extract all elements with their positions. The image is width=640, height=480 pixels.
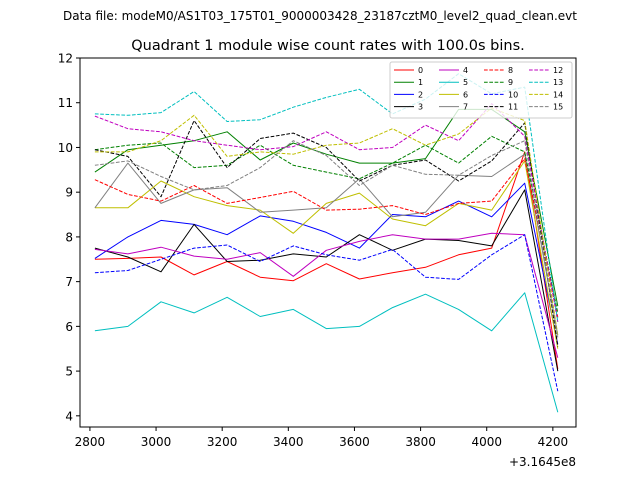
x-tick-label: 3200: [207, 435, 238, 449]
legend-label-5: 5: [463, 78, 468, 87]
legend-label-0: 0: [418, 66, 423, 75]
x-tick-label: 4200: [538, 435, 569, 449]
x-tick-label: 3000: [141, 435, 172, 449]
series-line-15: [94, 140, 559, 338]
series-layer: [94, 73, 559, 413]
series-line-11: [94, 120, 559, 347]
y-tick-label: 12: [58, 52, 73, 66]
series-line-2: [94, 182, 559, 345]
legend-label-14: 14: [553, 90, 563, 99]
legend-label-6: 6: [463, 90, 468, 99]
series-line-12: [94, 103, 559, 322]
legend-label-12: 12: [553, 66, 563, 75]
legend-label-2: 2: [418, 90, 423, 99]
series-line-4: [94, 232, 559, 358]
chart-title: Quadrant 1 module wise count rates with …: [131, 38, 525, 54]
y-tick-label: 8: [65, 230, 73, 244]
series-line-7: [94, 153, 559, 336]
legend-label-9: 9: [508, 78, 513, 87]
x-tick-label: 3400: [273, 435, 304, 449]
y-tick-label: 6: [65, 320, 73, 334]
series-line-6: [94, 160, 559, 349]
figure-supertitle: Data file: modeM0/AS1T03_175T01_90000034…: [63, 9, 577, 23]
series-line-5: [94, 292, 559, 413]
x-tick-label: 2800: [75, 435, 106, 449]
legend-label-11: 11: [508, 103, 518, 112]
axes-frame: [79, 57, 577, 428]
legend-label-13: 13: [553, 78, 563, 87]
y-tick-label: 5: [65, 365, 73, 379]
x-axis-offset-label: +3.1645e8: [509, 455, 576, 469]
y-tick-label: 10: [58, 141, 73, 155]
series-line-3: [94, 189, 559, 372]
x-tick-label: 3600: [339, 435, 370, 449]
y-tick-label: 4: [65, 409, 73, 423]
y-tick-label: 7: [65, 275, 73, 289]
ticks-layer: 2800 3000 3200 3400 3600 3800 4000 420045678910…: [58, 52, 568, 450]
x-tick-label: 3800: [405, 435, 436, 449]
legend-box: [389, 61, 573, 119]
legend-label-4: 4: [463, 66, 468, 75]
legend-label-10: 10: [508, 90, 518, 99]
y-tick-label: 11: [58, 96, 73, 110]
x-tick-label: 4000: [471, 435, 502, 449]
y-tick-label: 9: [65, 186, 73, 200]
legend-label-7: 7: [463, 103, 468, 112]
legend-label-3: 3: [418, 103, 423, 112]
series-line-8: [94, 158, 559, 318]
series-line-0: [94, 151, 559, 369]
legend-label-15: 15: [553, 103, 563, 112]
series-line-9: [94, 135, 559, 314]
series-line-14: [94, 107, 559, 336]
legend-label-8: 8: [508, 66, 513, 75]
legend-label-1: 1: [418, 78, 423, 87]
series-line-10: [94, 234, 559, 392]
